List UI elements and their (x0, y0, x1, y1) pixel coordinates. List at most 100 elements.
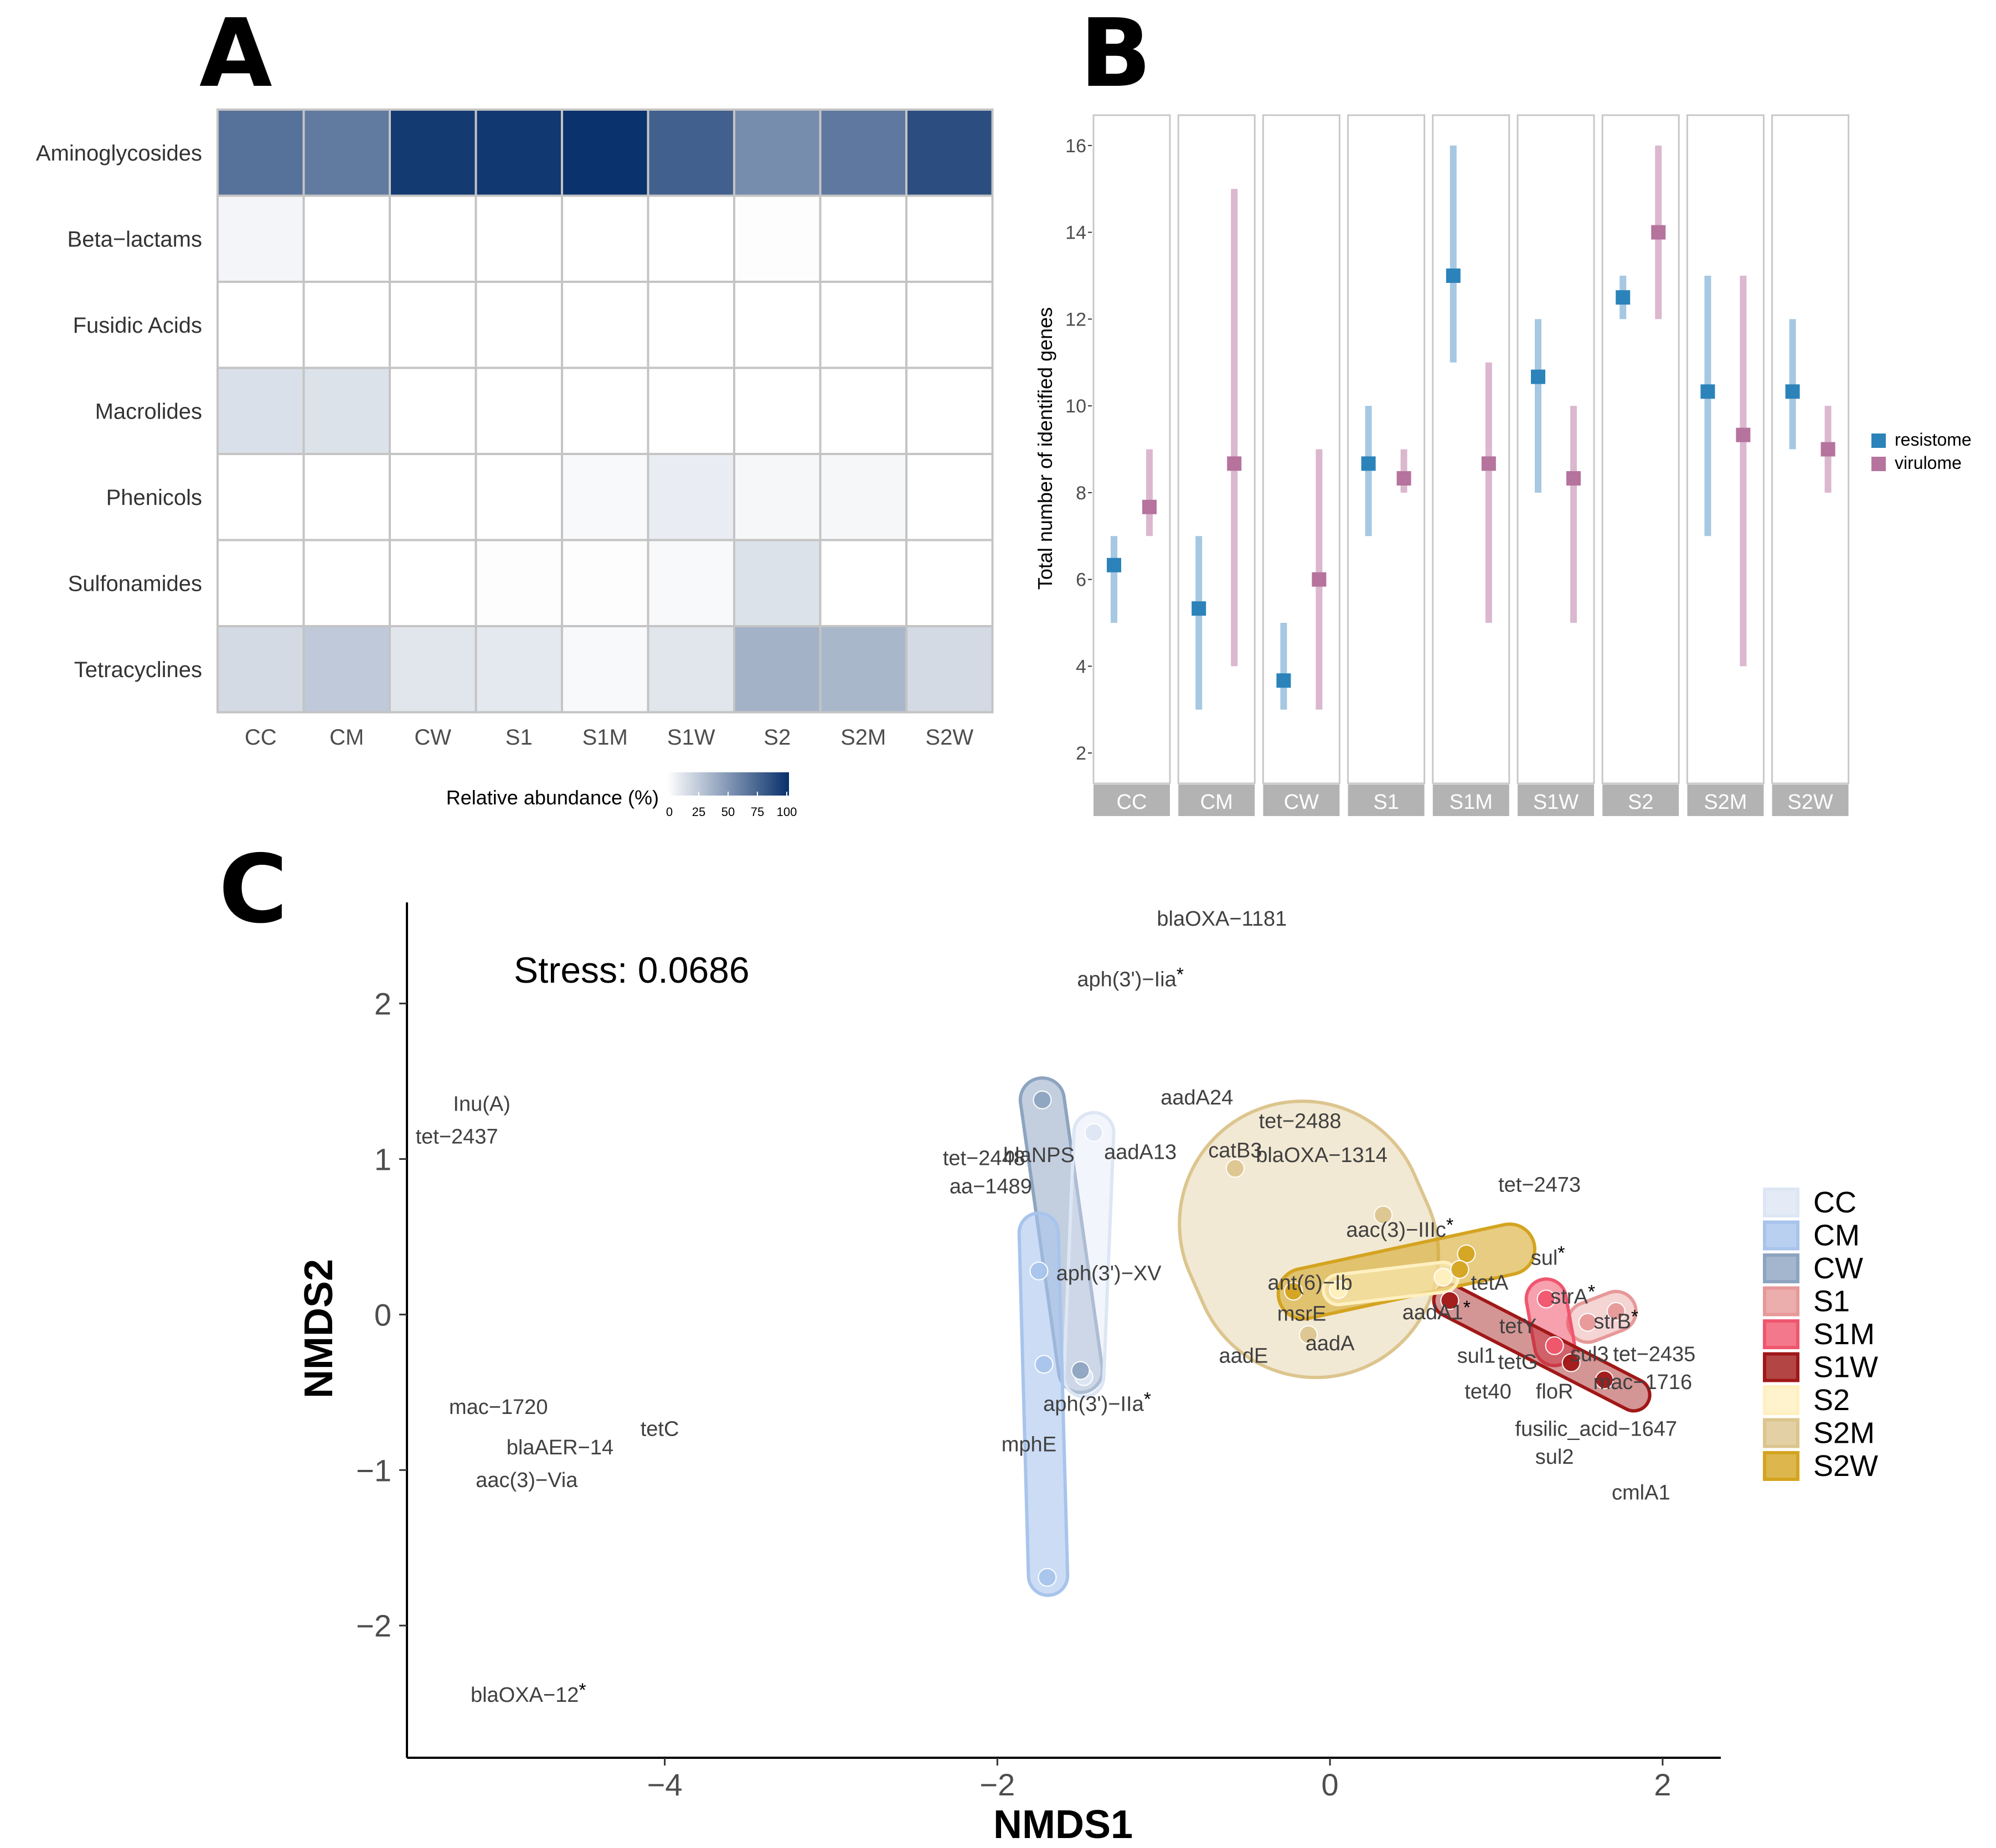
facet-strip-cw (1263, 784, 1340, 816)
nmds-x-tick-label: 0 (1322, 1767, 1339, 1802)
gene-label-star: * (1631, 1307, 1638, 1328)
resistome-range-cw (1280, 623, 1287, 710)
gene-label: tet−2488 (1259, 1109, 1342, 1133)
nmds-y-tick-label: 2 (374, 987, 391, 1021)
legend-key-cc (1763, 1188, 1799, 1217)
heatmap-cell-sulfonamides-cc (216, 539, 305, 627)
site-point-s2m (1225, 1159, 1245, 1178)
heatmap-cell-macrolides-cw (389, 366, 477, 455)
heatmap-cell-beta-lactams-cm (302, 194, 391, 283)
heatmap-cell-beta-lactams-cc (216, 194, 305, 283)
gene-count-y-tick-label: 10 (1065, 396, 1086, 417)
site-point-s2 (1433, 1267, 1453, 1287)
heatmap-cell-tetracyclines-cw (389, 625, 477, 714)
facet-panel-s1w (1517, 114, 1595, 784)
legend-label-resistome: resistome (1895, 430, 1972, 450)
facet-strip-label: CM (1200, 791, 1233, 814)
heatmap-cell-phenicols-s2w (905, 453, 994, 541)
virulome-mean-s1w (1566, 471, 1581, 486)
virulome-range-s2m (1740, 275, 1747, 667)
facet-panel-cc (1092, 114, 1171, 784)
gene-count-y-tick-label: 14 (1065, 223, 1086, 244)
heatmap-cell-sulfonamides-cm (302, 539, 391, 627)
heatmap-cell-macrolides-s1w (647, 366, 735, 455)
nmds-panel: −4 −2 0 2 −2 −1 0 1 2 NMDS1 NMDS2 Stress: 0.0686 bla… (297, 902, 1878, 1847)
facet-strip-label: S1M (1450, 791, 1493, 814)
legend-key-resistome (1871, 433, 1886, 448)
facet-strip-label: S2 (1628, 791, 1653, 814)
gene-label: strB* (1593, 1307, 1638, 1334)
gene-label: aadA (1306, 1332, 1355, 1355)
heatmap-cell-aminoglycosides-s1 (474, 109, 563, 197)
gene-label: floR (1536, 1380, 1574, 1403)
heatmap-cell-fusidic-acids-s1w (647, 281, 735, 369)
site-point-s2w (1284, 1282, 1303, 1301)
facet-strip-cc (1094, 784, 1170, 816)
heatmap-cell-macrolides-cm (302, 366, 391, 455)
heatmap-cell-macrolides-s2 (733, 366, 822, 455)
facet-strip-label: S1W (1533, 791, 1579, 814)
virulome-range-cc (1146, 449, 1153, 536)
site-point-s2w (1450, 1259, 1469, 1279)
nmds-y-tick-label: 1 (374, 1142, 391, 1177)
gene-label: aph(3')−IIa* (1043, 1389, 1151, 1416)
heatmap-cell-beta-lactams-s1w (647, 194, 735, 283)
heatmap-cell-macrolides-cc (216, 366, 305, 455)
resistome-range-s1 (1365, 406, 1372, 536)
gene-label: Inu(A) (453, 1092, 510, 1116)
heatmap-cell-aminoglycosides-s1m (561, 109, 649, 197)
heatmap-col-label: S2M (840, 725, 886, 750)
gene-label: catB3 (1208, 1139, 1262, 1163)
heatmap-legend-tick-label: 50 (721, 805, 735, 819)
virulome-mean-s1 (1396, 471, 1411, 486)
heatmap-legend-title: Relative abundance (%) (446, 786, 659, 809)
facet-panel-cw (1262, 114, 1340, 784)
heatmap-cell-aminoglycosides-s2m (819, 109, 907, 197)
facet-strip-label: S2W (1787, 791, 1833, 814)
site-point-s1m (1545, 1336, 1564, 1355)
heatmap-cell-sulfonamides-s1w (647, 539, 735, 627)
gene-label: mac−1720 (449, 1396, 548, 1419)
site-point-cm (1034, 1355, 1054, 1374)
virulome-mean-cw (1312, 572, 1327, 587)
legend-key-s1w (1763, 1352, 1799, 1382)
heatmap-cell-beta-lactams-s2 (733, 194, 822, 283)
gene-label-star: * (1463, 1297, 1471, 1318)
heatmap-legend-tick-label: 0 (666, 805, 673, 819)
gene-label: tet−2437 (416, 1125, 498, 1148)
heatmap-cell-fusidic-acids-cw (389, 281, 477, 369)
gene-label: aadA24 (1161, 1086, 1233, 1109)
resistome-range-s2m (1704, 275, 1711, 536)
heatmap-cell-aminoglycosides-cc (216, 109, 305, 197)
gene-count-y-axis-title: Total number of identified genes (1034, 307, 1056, 590)
virulome-range-s1m (1485, 362, 1492, 623)
gene-count-y-tick-label: 2 (1076, 743, 1086, 764)
hull-cm (1017, 1211, 1070, 1597)
nmds-x-axis-title: NMDS1 (993, 1803, 1133, 1847)
heatmap-cell-macrolides-s1m (561, 366, 649, 455)
panel-label-a: A (199, 0, 272, 109)
gene-label: aac(3)−IIIc* (1346, 1215, 1453, 1242)
gene-label-star: * (1557, 1243, 1565, 1264)
heatmap-cell-aminoglycosides-cw (389, 109, 477, 197)
gene-label: blaNPS (1003, 1144, 1075, 1167)
gene-label: tetA (1471, 1271, 1509, 1294)
legend-label-virulome: virulome (1895, 453, 1962, 473)
legend-key-cw (1763, 1253, 1799, 1283)
site-point-s2m (1374, 1205, 1393, 1225)
gene-label: cmlA1 (1612, 1482, 1670, 1505)
heatmap-cell-beta-lactams-s1 (474, 194, 563, 283)
gene-label: aadA13 (1104, 1141, 1177, 1164)
facet-panel-cm (1177, 114, 1256, 784)
gene-label: aph(3')−XV (1056, 1262, 1162, 1286)
legend-label-s1m: S1M (1813, 1318, 1875, 1351)
heatmap-cell-tetracyclines-s1m (561, 625, 649, 714)
resistome-range-s1w (1535, 319, 1541, 493)
heatmap-cell-fusidic-acids-s2m (819, 281, 907, 369)
gene-label: sul* (1531, 1243, 1565, 1270)
facet-strip-label: S1 (1373, 791, 1399, 814)
heatmap-cell-sulfonamides-cw (389, 539, 477, 627)
heatmap-row-label: Sulfonamides (68, 571, 202, 596)
site-point-s1w (1440, 1291, 1459, 1310)
